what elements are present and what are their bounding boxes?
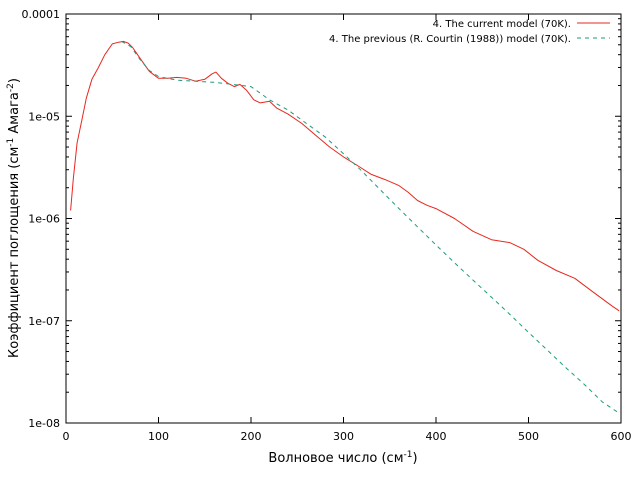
y-axis-title-superscript-2: -2: [6, 83, 16, 92]
y-tick-label: 1e-06: [28, 213, 60, 226]
x-tick-label: 100: [148, 430, 169, 443]
y-tick-label: 1e-07: [28, 315, 60, 328]
y-tick-label: 1e-08: [28, 417, 60, 430]
series-line-1: [70, 40, 620, 312]
x-axis-title-superscript: -1: [404, 450, 413, 460]
x-tick-label: 500: [518, 430, 539, 443]
x-axis-title: Волновое число (см-1): [268, 450, 417, 466]
legend-label-2: 4. The previous (R. Courtin (1988)) mode…: [329, 34, 571, 45]
x-tick-label: 200: [241, 430, 262, 443]
y-tick-label: 1e-05: [28, 110, 60, 123]
y-axis: 1e-08 1e-07 1e-06 1e-05 0.0001: [22, 8, 621, 430]
series-layer: [70, 40, 620, 414]
y-tick-label: 0.0001: [22, 8, 61, 21]
y-axis-title: Коэффициент поглощения (см-1 Амага-2): [6, 78, 22, 358]
y-axis-title-superscript-1: -1: [6, 138, 16, 147]
series-line-2: [121, 40, 620, 414]
x-axis: 0 100 200 300 400 500 600: [63, 14, 632, 443]
legend-label-1: 4. The current model (70K).: [433, 19, 571, 30]
x-tick-label: 300: [333, 430, 354, 443]
plot-frame: [65, 13, 622, 424]
x-tick-label: 600: [611, 430, 632, 443]
legend: 4. The current model (70K). 4. The previo…: [329, 19, 610, 45]
x-tick-label: 400: [426, 430, 447, 443]
x-tick-label: 0: [63, 430, 70, 443]
